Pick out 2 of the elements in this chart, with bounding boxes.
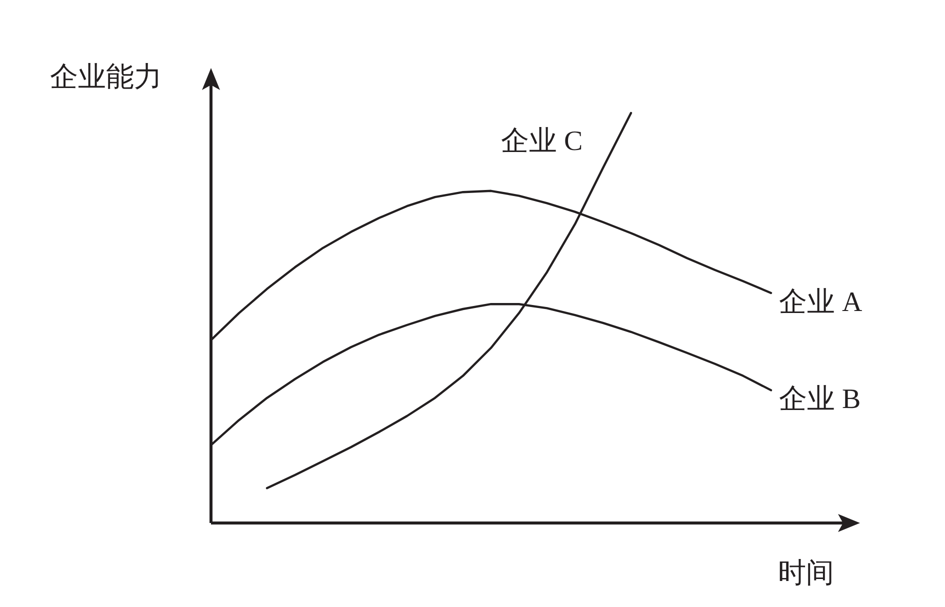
- xlabel: 时间: [778, 558, 834, 589]
- ylabel: 企业能力: [50, 62, 162, 93]
